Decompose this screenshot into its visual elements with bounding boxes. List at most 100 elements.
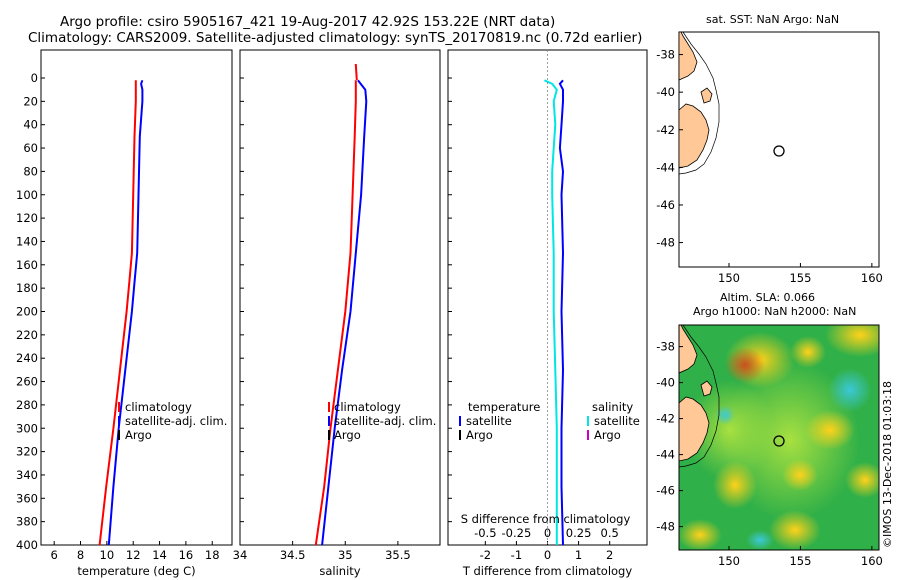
depth-tick-label: 40 [23, 118, 38, 132]
temperature-legend-label: climatology [125, 400, 192, 414]
sst-map-frame [678, 31, 880, 268]
difference-top-tick-label: -0.5 [474, 526, 496, 540]
depth-tick-label: 120 [16, 211, 38, 225]
temperature-xtick-label: 8 [77, 548, 84, 562]
sst_map-xtick-label: 150 [718, 271, 740, 285]
salinity-xlabel: salinity [319, 564, 360, 578]
sla-map-frame [678, 324, 880, 551]
sla-map-axes: 150 155 160 -38 -40 -42 -44 -46 -48 [656, 340, 883, 568]
difference-xlabel-top: S difference from climatology [461, 512, 631, 526]
salinity-plot-frame [239, 49, 441, 546]
sla_map-xtick-label: 160 [861, 554, 883, 568]
sla_map-ytick-label: -38 [656, 340, 675, 354]
difference-legend-temperature-label: Argo [466, 428, 493, 442]
depth-tick-label: 140 [16, 234, 38, 248]
depth-tick-label: 360 [16, 491, 38, 505]
temperature-xtick-label: 10 [100, 548, 115, 562]
salinity-legend-label: satellite-adj. clim. [334, 414, 436, 428]
depth-tick-label: 260 [16, 375, 38, 389]
salinity-xtick-label: 34 [233, 548, 248, 562]
sla-heatmap [679, 325, 879, 550]
difference-legend-salinity-label: satellite [594, 414, 640, 428]
sst_map-ytick-label: -46 [656, 198, 675, 212]
sla_map-xtick-label: 155 [789, 554, 811, 568]
salinity-series-satellite-adj-clim- [321, 79, 368, 546]
difference-top-tick-label: 0 [544, 526, 551, 540]
sst-map-title: sat. SST: NaN Argo: NaN [706, 13, 839, 26]
depth-tick-label: 180 [16, 281, 38, 295]
depth-tick-label: 20 [23, 94, 38, 108]
depth-tick-label: 220 [16, 328, 38, 342]
sla_map-ytick-label: -44 [656, 448, 675, 462]
depth-tick-label: 200 [16, 305, 38, 319]
sst_map-xtick-label: 155 [789, 271, 811, 285]
depth-tick-label: 60 [23, 141, 38, 155]
sla_map-xtick-label: 150 [718, 554, 740, 568]
figure-title-line1: Argo profile: csiro 5905167_421 19-Aug-2… [60, 14, 555, 30]
sla_map-ytick-label: -40 [656, 376, 675, 390]
temperature-legend-label: satellite-adj. clim. [125, 414, 227, 428]
salinity-legend-label: climatology [334, 400, 401, 414]
depth-tick-label: 0 [31, 71, 38, 85]
temperature-xtick-label: 6 [51, 548, 58, 562]
depth-tick-label: 340 [16, 468, 38, 482]
difference-legend-temperature-title: temperature [468, 400, 540, 414]
difference-xtick-label: -1 [511, 548, 522, 562]
sst_map-xtick-label: 160 [861, 271, 883, 285]
salinity-clim-surface-marker [354, 63, 358, 81]
depth-tick-label: 240 [16, 351, 38, 365]
salinity-series-climatology [314, 80, 357, 546]
difference-top-tick-label: -0.25 [502, 526, 532, 540]
difference-series-temperature-satellite [558, 79, 565, 546]
figure-title-line2: Climatology: CARS2009. Satellite-adjuste… [28, 30, 642, 46]
temperature-series-satellite-adj-clim- [107, 79, 144, 546]
difference-top-tick-label: 0.25 [566, 526, 592, 540]
sst_map-ytick-label: -38 [656, 48, 675, 62]
temperature-xtick-label: 18 [205, 548, 220, 562]
sst_map-ytick-label: -42 [656, 123, 675, 137]
difference-xtick-label: -2 [480, 548, 491, 562]
difference-panel: -2 -1 0 1 2 T difference from climatology -0.5… [447, 49, 648, 578]
salinity-xtick-label: 35.5 [385, 548, 411, 562]
sla_map-ytick-label: -46 [656, 484, 675, 498]
salinity-xtick-label: 35 [338, 548, 353, 562]
sla_map-ytick-label: -42 [656, 412, 675, 426]
depth-tick-label: 160 [16, 258, 38, 272]
difference-series-salinity-satellite [543, 79, 558, 545]
sst-island [700, 87, 713, 104]
depth-tick-label: 80 [23, 164, 38, 178]
sla-float-marker [773, 435, 785, 447]
temperature-panel: 6 8 10 12 14 16 18 temperature (deg C) 0 20 40 60 80… [16, 49, 233, 578]
difference-xtick-label: 1 [575, 548, 582, 562]
temperature-xtick-label: 14 [152, 548, 167, 562]
sla-map-title-line1: Altim. SLA: 0.066 [720, 291, 815, 304]
temperature-series-climatology [98, 80, 137, 546]
difference-legend-salinity-label: Argo [594, 428, 621, 442]
depth-tick-label: 100 [16, 188, 38, 202]
salinity-legend-label: Argo [334, 428, 361, 442]
salinity-xtick-label: 34.5 [280, 548, 306, 562]
sst-map-panel: sat. SST: NaN Argo: NaN 150 155 160 -38 -40 -… [656, 13, 883, 285]
depth-tick-label: 280 [16, 398, 38, 412]
sst-shelf-contour [678, 31, 720, 175]
temperature-xtick-label: 16 [179, 548, 194, 562]
sla-map-title-line2: Argo h1000: NaN h2000: NaN [693, 305, 856, 318]
sst-float-marker [773, 145, 785, 157]
sst_map-ytick-label: -48 [656, 236, 675, 250]
difference-xtick-label: 0 [544, 548, 551, 562]
depth-tick-label: 320 [16, 445, 38, 459]
sst_map-ytick-label: -44 [656, 160, 675, 174]
difference-xlabel: T difference from climatology [462, 564, 633, 578]
difference-top-tick-label: 0.5 [601, 526, 619, 540]
salinity-panel: 34 34.5 35 35.5 salinity climatologysatellite… [233, 49, 441, 578]
temperature-xlabel: temperature (deg C) [77, 564, 195, 578]
sla-map-panel: Altim. SLA: 0.066 Argo h1000: NaN h2000:… [656, 291, 883, 568]
sst-land-north [678, 31, 698, 81]
sst-land-tasmania [678, 103, 710, 169]
temperature-xtick-label: 12 [126, 548, 141, 562]
imos-watermark: ©IMOS 13-Dec-2018 01:03:18 [881, 381, 894, 548]
sla_map-ytick-label: -48 [656, 520, 675, 534]
depth-tick-label: 380 [16, 515, 38, 529]
difference-legend-temperature-label: satellite [466, 414, 512, 428]
difference-legend-salinity-title: salinity [592, 400, 633, 414]
